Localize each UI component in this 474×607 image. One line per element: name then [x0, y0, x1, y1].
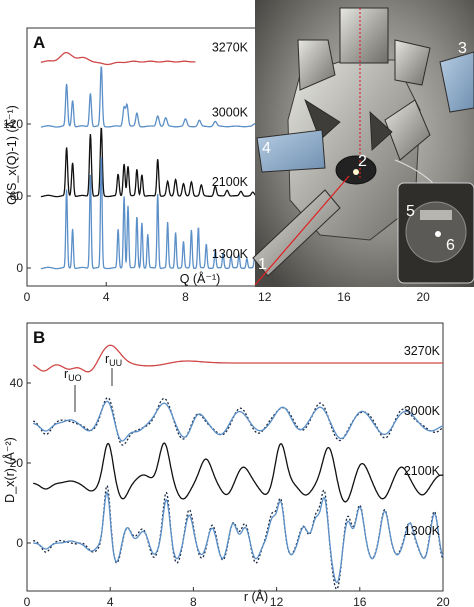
panel-a-ylabel: Q(S_x(Q)-1) (Å⁻¹) — [4, 105, 19, 205]
b-label-2100K: 2100K — [404, 464, 441, 478]
b-curve-1300K-model — [33, 485, 444, 590]
dark-wedge-left — [304, 99, 341, 141]
r-uo-sub: UO — [68, 373, 82, 383]
panel-b-curves: 3270K 3000K 2100K 1300K — [32, 344, 444, 590]
r-uu-label: rUU — [105, 352, 122, 368]
a-ytick-label-1: 60 — [10, 189, 24, 203]
b-xtick-label-4: 16 — [353, 595, 367, 607]
b-curve-2100K — [33, 442, 444, 503]
inset-nozzle — [420, 210, 452, 220]
b-curve-1300K — [33, 491, 444, 584]
b-curve-3270K — [32, 344, 443, 373]
b-xtick-label-1: 4 — [107, 595, 114, 607]
panel-b-xlabel: r (Å) — [244, 589, 268, 604]
a-label-3000K: 3000K — [212, 105, 249, 119]
dark-wedge-right — [369, 111, 393, 151]
a-label-2100K: 2100K — [212, 175, 249, 189]
a-xtick-label-4: 16 — [337, 290, 351, 304]
panel-b-annotations: rUO rUU — [64, 352, 122, 412]
b-curve-3000K — [33, 400, 444, 442]
r-uo-label: rUO — [64, 367, 82, 383]
callout-3: 3 — [458, 40, 467, 57]
b-ytick-label-2: 40 — [10, 376, 24, 390]
a-label-3270K: 3270K — [212, 41, 249, 55]
panel-b-ylabel: D_x(r) (Å⁻²) — [2, 437, 17, 503]
b-ytick-label-1: 20 — [10, 456, 24, 470]
a-xtick-label-3: 12 — [258, 290, 272, 304]
b-xtick-label-0: 0 — [24, 595, 31, 607]
b-label-3000K: 3000K — [404, 404, 441, 418]
a-curve-3270K — [40, 51, 196, 66]
a-xtick-label-2: 8 — [182, 290, 189, 304]
b-label-3270K: 3270K — [404, 344, 441, 358]
panel-b-letter: B — [33, 328, 45, 347]
b-xtick-label-3: 12 — [270, 595, 284, 607]
b-xtick-label-2: 8 — [190, 595, 197, 607]
callout-6: 6 — [446, 237, 455, 254]
b-xtick-label-5: 20 — [436, 595, 450, 607]
left-port — [297, 39, 336, 91]
camera-left — [256, 129, 326, 173]
b-curve-3000K-model — [33, 397, 444, 446]
b-ytick-label-0: 0 — [16, 536, 23, 550]
panel-b-frame — [26, 322, 444, 592]
camera-right — [439, 51, 474, 113]
a-ytick-label-0: 0 — [16, 261, 23, 275]
callout-2: 2 — [358, 153, 367, 170]
top-port — [339, 7, 389, 64]
callout-4: 4 — [262, 140, 271, 157]
r-uu-sub: UU — [109, 358, 122, 368]
lower-right-port — [384, 99, 431, 161]
callout-5: 5 — [406, 203, 415, 220]
a-xtick-label-5: 20 — [417, 290, 431, 304]
experiment-photo: 1 2 3 4 5 6 — [252, 0, 474, 287]
beam-line — [254, 175, 350, 286]
b-label-1300K: 1300K — [404, 524, 441, 538]
sample-glow — [353, 169, 359, 175]
inset-sample — [435, 231, 441, 237]
right-port — [394, 39, 431, 86]
panel-a-xlabel: Q (Å⁻¹) — [180, 271, 221, 286]
a-xtick-label-0: 0 — [24, 290, 31, 304]
panel-a-letter: A — [33, 33, 45, 52]
a-xtick-label-1: 4 — [103, 290, 110, 304]
panel-b-ticks: 0 4 8 12 16 20 0 20 40 — [10, 376, 450, 607]
a-ytick-label-2: 120 — [3, 117, 23, 131]
a-label-1300K: 1300K — [212, 247, 249, 261]
callout-1: 1 — [258, 256, 267, 273]
